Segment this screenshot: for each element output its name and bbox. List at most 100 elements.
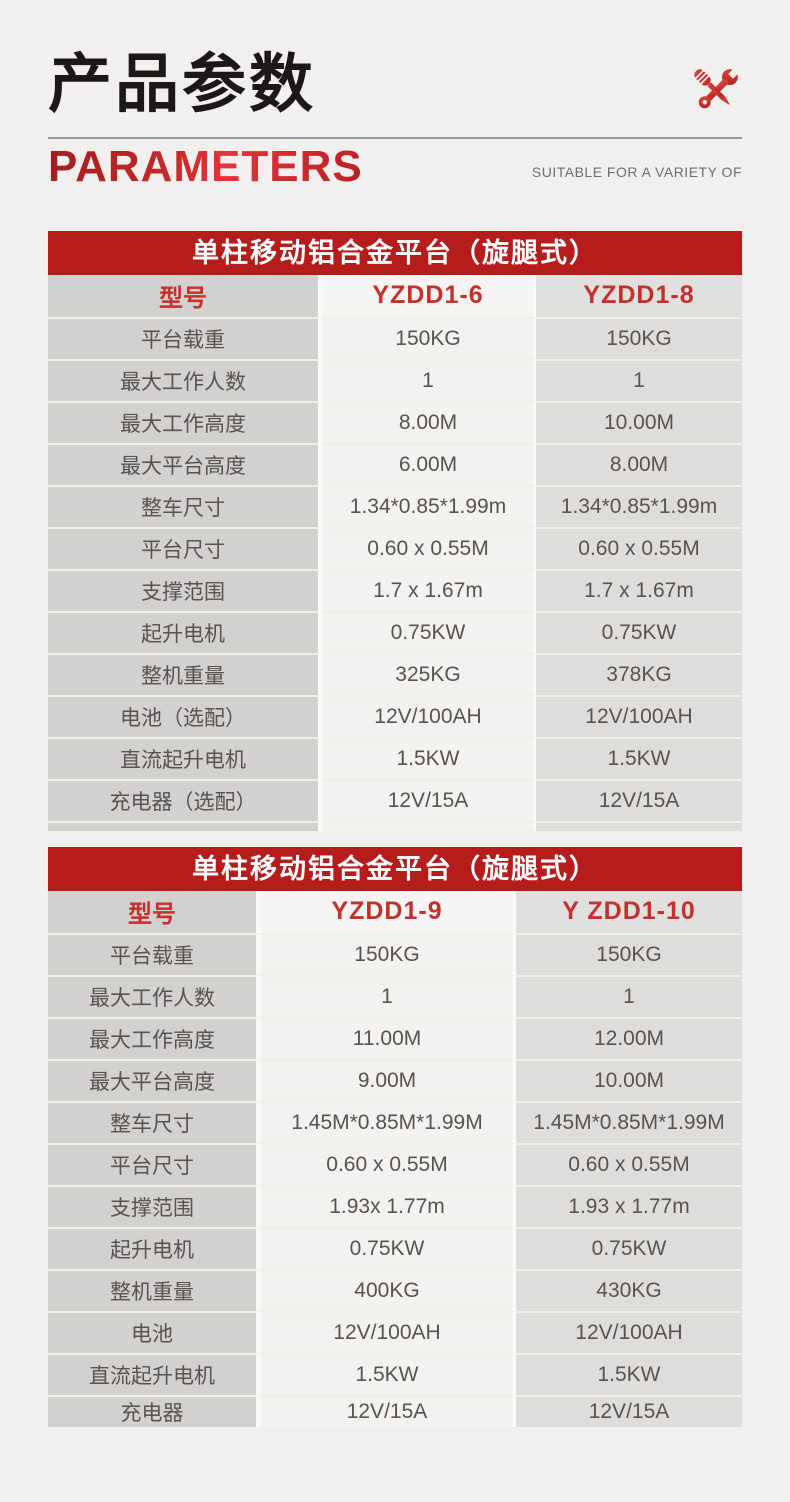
header-subrow: PARAMETERS SUITABLE FOR A VARIETY OF	[48, 143, 742, 191]
table-row: 电池 12V/100AH 12V/100AH	[48, 1310, 742, 1353]
spec-label: 最大平台高度	[48, 1058, 261, 1101]
header: 产品参数	[0, 0, 790, 191]
spec-label: 整车尺寸	[48, 1100, 261, 1143]
spec-value: 150KG	[516, 932, 742, 975]
spec-value: 0.60 x 0.55M	[536, 526, 742, 569]
table-row: 最大工作高度 11.00M 12.00M	[48, 1016, 742, 1059]
spec-value: 12V/100AH	[323, 694, 536, 737]
spec-value: 150KG	[536, 316, 742, 359]
spec-value: 1.5KW	[261, 1352, 516, 1395]
spec-value: 150KG	[323, 316, 536, 359]
spec-table-yzdd1-6-8: 单柱移动铝合金平台（旋腿式） 型号 YZDD1-6 YZDD1-8 平台载重 15…	[48, 230, 742, 831]
spec-label: 平台尺寸	[48, 1142, 261, 1185]
spec-rows: 平台载重 150KG 150KG 最大工作人数 1 1 最大工作高度 8.00M 10.00M 最…	[48, 316, 742, 821]
wrench-screwdriver-icon	[686, 60, 746, 122]
spec-rows: 平台载重 150KG 150KG 最大工作人数 1 1 最大工作高度 11.00M 12.00M…	[48, 932, 742, 1427]
spec-label: 电池（选配）	[48, 694, 323, 737]
spec-value: 430KG	[516, 1268, 742, 1311]
spec-value: 1	[516, 974, 742, 1017]
spec-value: 12V/15A	[323, 778, 536, 821]
table-row: 平台尺寸 0.60 x 0.55M 0.60 x 0.55M	[48, 1142, 742, 1185]
table-row: 支撑范围 1.93x 1.77m 1.93 x 1.77m	[48, 1184, 742, 1227]
model-label: 型号	[48, 274, 323, 317]
spec-value: 1.5KW	[323, 736, 536, 779]
spec-value: 1.7 x 1.67m	[536, 568, 742, 611]
table-row: 最大工作人数 1 1	[48, 358, 742, 401]
spec-label: 充电器（选配）	[48, 778, 323, 821]
model-header-row: 型号 YZDD1-6 YZDD1-8	[48, 274, 742, 317]
spec-label: 整机重量	[48, 1268, 261, 1311]
header-tagline: SUITABLE FOR A VARIETY OF	[531, 163, 742, 180]
spec-label: 整机重量	[48, 652, 323, 695]
spec-value: 0.75KW	[536, 610, 742, 653]
spec-label: 最大工作人数	[48, 974, 261, 1017]
spec-value: 1.34*0.85*1.99m	[536, 484, 742, 527]
spec-value: 12V/15A	[261, 1394, 516, 1427]
spec-label: 最大工作高度	[48, 1016, 261, 1059]
model-name: YZDD1-6	[323, 274, 536, 317]
model-header-row: 型号 YZDD1-9 Y ZDD1-10	[48, 890, 742, 933]
spec-value: 0.60 x 0.55M	[323, 526, 536, 569]
spec-label: 整车尺寸	[48, 484, 323, 527]
spec-label: 平台载重	[48, 316, 323, 359]
spec-value: 10.00M	[536, 400, 742, 443]
spec-label: 起升电机	[48, 1226, 261, 1269]
spec-value: 12V/100AH	[536, 694, 742, 737]
footer-cell	[536, 820, 742, 831]
page-title: 产品参数	[48, 48, 316, 120]
table-row: 充电器 12V/15A 12V/15A	[48, 1394, 742, 1427]
table-banner: 单柱移动铝合金平台（旋腿式）	[48, 230, 742, 275]
spec-value: 400KG	[261, 1268, 516, 1311]
table-row: 平台载重 150KG 150KG	[48, 316, 742, 359]
spec-value: 6.00M	[323, 442, 536, 485]
table-row: 支撑范围 1.7 x 1.67m 1.7 x 1.67m	[48, 568, 742, 611]
table-row: 平台载重 150KG 150KG	[48, 932, 742, 975]
spec-value: 8.00M	[536, 442, 742, 485]
spec-label: 直流起升电机	[48, 1352, 261, 1395]
spec-value: 0.75KW	[323, 610, 536, 653]
table-row: 整机重量 400KG 430KG	[48, 1268, 742, 1311]
table-row: 最大平台高度 9.00M 10.00M	[48, 1058, 742, 1101]
spec-label: 最大工作人数	[48, 358, 323, 401]
spec-value: 1.5KW	[516, 1352, 742, 1395]
spec-value: 0.75KW	[516, 1226, 742, 1269]
spec-value: 1	[536, 358, 742, 401]
model-name: YZDD1-8	[536, 274, 742, 317]
spec-value: 1.7 x 1.67m	[323, 568, 536, 611]
spec-label: 平台尺寸	[48, 526, 323, 569]
spec-value: 1.5KW	[536, 736, 742, 779]
spec-value: 0.60 x 0.55M	[261, 1142, 516, 1185]
model-label: 型号	[48, 890, 261, 933]
spec-value: 10.00M	[516, 1058, 742, 1101]
spec-label: 平台载重	[48, 932, 261, 975]
spec-value: 0.60 x 0.55M	[516, 1142, 742, 1185]
spec-value: 11.00M	[261, 1016, 516, 1059]
spec-label: 电池	[48, 1310, 261, 1353]
table-row: 最大工作人数 1 1	[48, 974, 742, 1017]
spec-value: 1	[261, 974, 516, 1017]
table-row: 最大平台高度 6.00M 8.00M	[48, 442, 742, 485]
spec-value: 9.00M	[261, 1058, 516, 1101]
table-banner: 单柱移动铝合金平台（旋腿式）	[48, 846, 742, 891]
table-row: 整机重量 325KG 378KG	[48, 652, 742, 695]
table-row: 电池（选配） 12V/100AH 12V/100AH	[48, 694, 742, 737]
table-row: 直流起升电机 1.5KW 1.5KW	[48, 736, 742, 779]
model-name: Y ZDD1-10	[516, 890, 742, 933]
spec-label: 最大平台高度	[48, 442, 323, 485]
table-row: 起升电机 0.75KW 0.75KW	[48, 1226, 742, 1269]
model-name: YZDD1-9	[261, 890, 516, 933]
table-row: 整车尺寸 1.45M*0.85M*1.99M 1.45M*0.85M*1.99M	[48, 1100, 742, 1143]
spec-value: 1.45M*0.85M*1.99M	[516, 1100, 742, 1143]
spec-value: 1.93 x 1.77m	[516, 1184, 742, 1227]
spec-value: 12V/100AH	[261, 1310, 516, 1353]
spec-label: 支撑范围	[48, 568, 323, 611]
table-row: 直流起升电机 1.5KW 1.5KW	[48, 1352, 742, 1395]
table-row: 充电器（选配） 12V/15A 12V/15A	[48, 778, 742, 821]
table-row: 平台尺寸 0.60 x 0.55M 0.60 x 0.55M	[48, 526, 742, 569]
table-footer-strip	[48, 820, 742, 831]
spec-value: 378KG	[536, 652, 742, 695]
spec-value: 1.34*0.85*1.99m	[323, 484, 536, 527]
spec-table-yzdd1-9-10: 单柱移动铝合金平台（旋腿式） 型号 YZDD1-9 Y ZDD1-10 平台载重…	[48, 846, 742, 1427]
header-divider	[48, 136, 742, 139]
spec-value: 325KG	[323, 652, 536, 695]
